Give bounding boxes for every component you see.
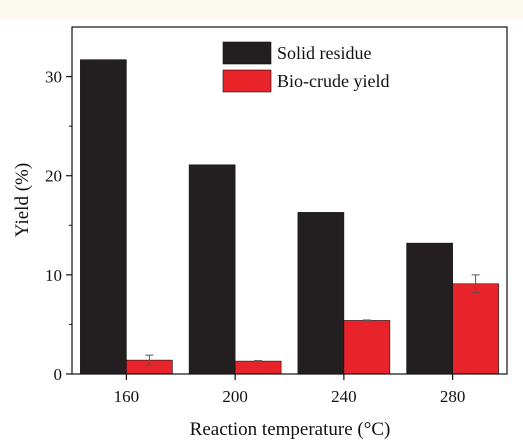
bar-bio-crude-240 [343, 320, 391, 375]
error-bar-240 [362, 319, 371, 322]
y-tick-label: 10 [45, 266, 62, 285]
y-tick-label: 0 [54, 365, 63, 384]
bar-solid-residue-160 [80, 59, 127, 375]
plot-frame [71, 26, 508, 375]
error-bar-280 [471, 274, 480, 294]
y-axis-label: Yield (%) [12, 163, 33, 237]
error-bar-160 [145, 354, 154, 366]
x-axis-label: Reaction temperature (°C) [190, 419, 391, 440]
legend-swatch-solid-residue [222, 41, 272, 65]
legend-label-solid-residue: Solid residue [277, 43, 372, 63]
legend-swatch-bio-crude [222, 69, 272, 93]
y-tick-label: 30 [45, 68, 62, 87]
legend-label-bio-crude: Bio-crude yield [277, 71, 389, 91]
top-band [0, 0, 523, 20]
x-tick-label-200: 200 [222, 387, 248, 406]
x-tick-label-240: 240 [331, 387, 357, 406]
bar-solid-residue-240 [297, 212, 345, 375]
bar-bio-crude-200 [234, 360, 282, 375]
bar-solid-residue-200 [188, 164, 236, 375]
bar-bio-crude-280 [452, 283, 499, 375]
x-tick-label-280: 280 [440, 387, 466, 406]
x-tick-label-160: 160 [114, 387, 140, 406]
error-bar-200 [254, 360, 263, 363]
y-tick-label: 20 [45, 167, 62, 186]
legend: Solid residue Bio-crude yield [222, 41, 389, 93]
bar-solid-residue-280 [406, 242, 453, 375]
